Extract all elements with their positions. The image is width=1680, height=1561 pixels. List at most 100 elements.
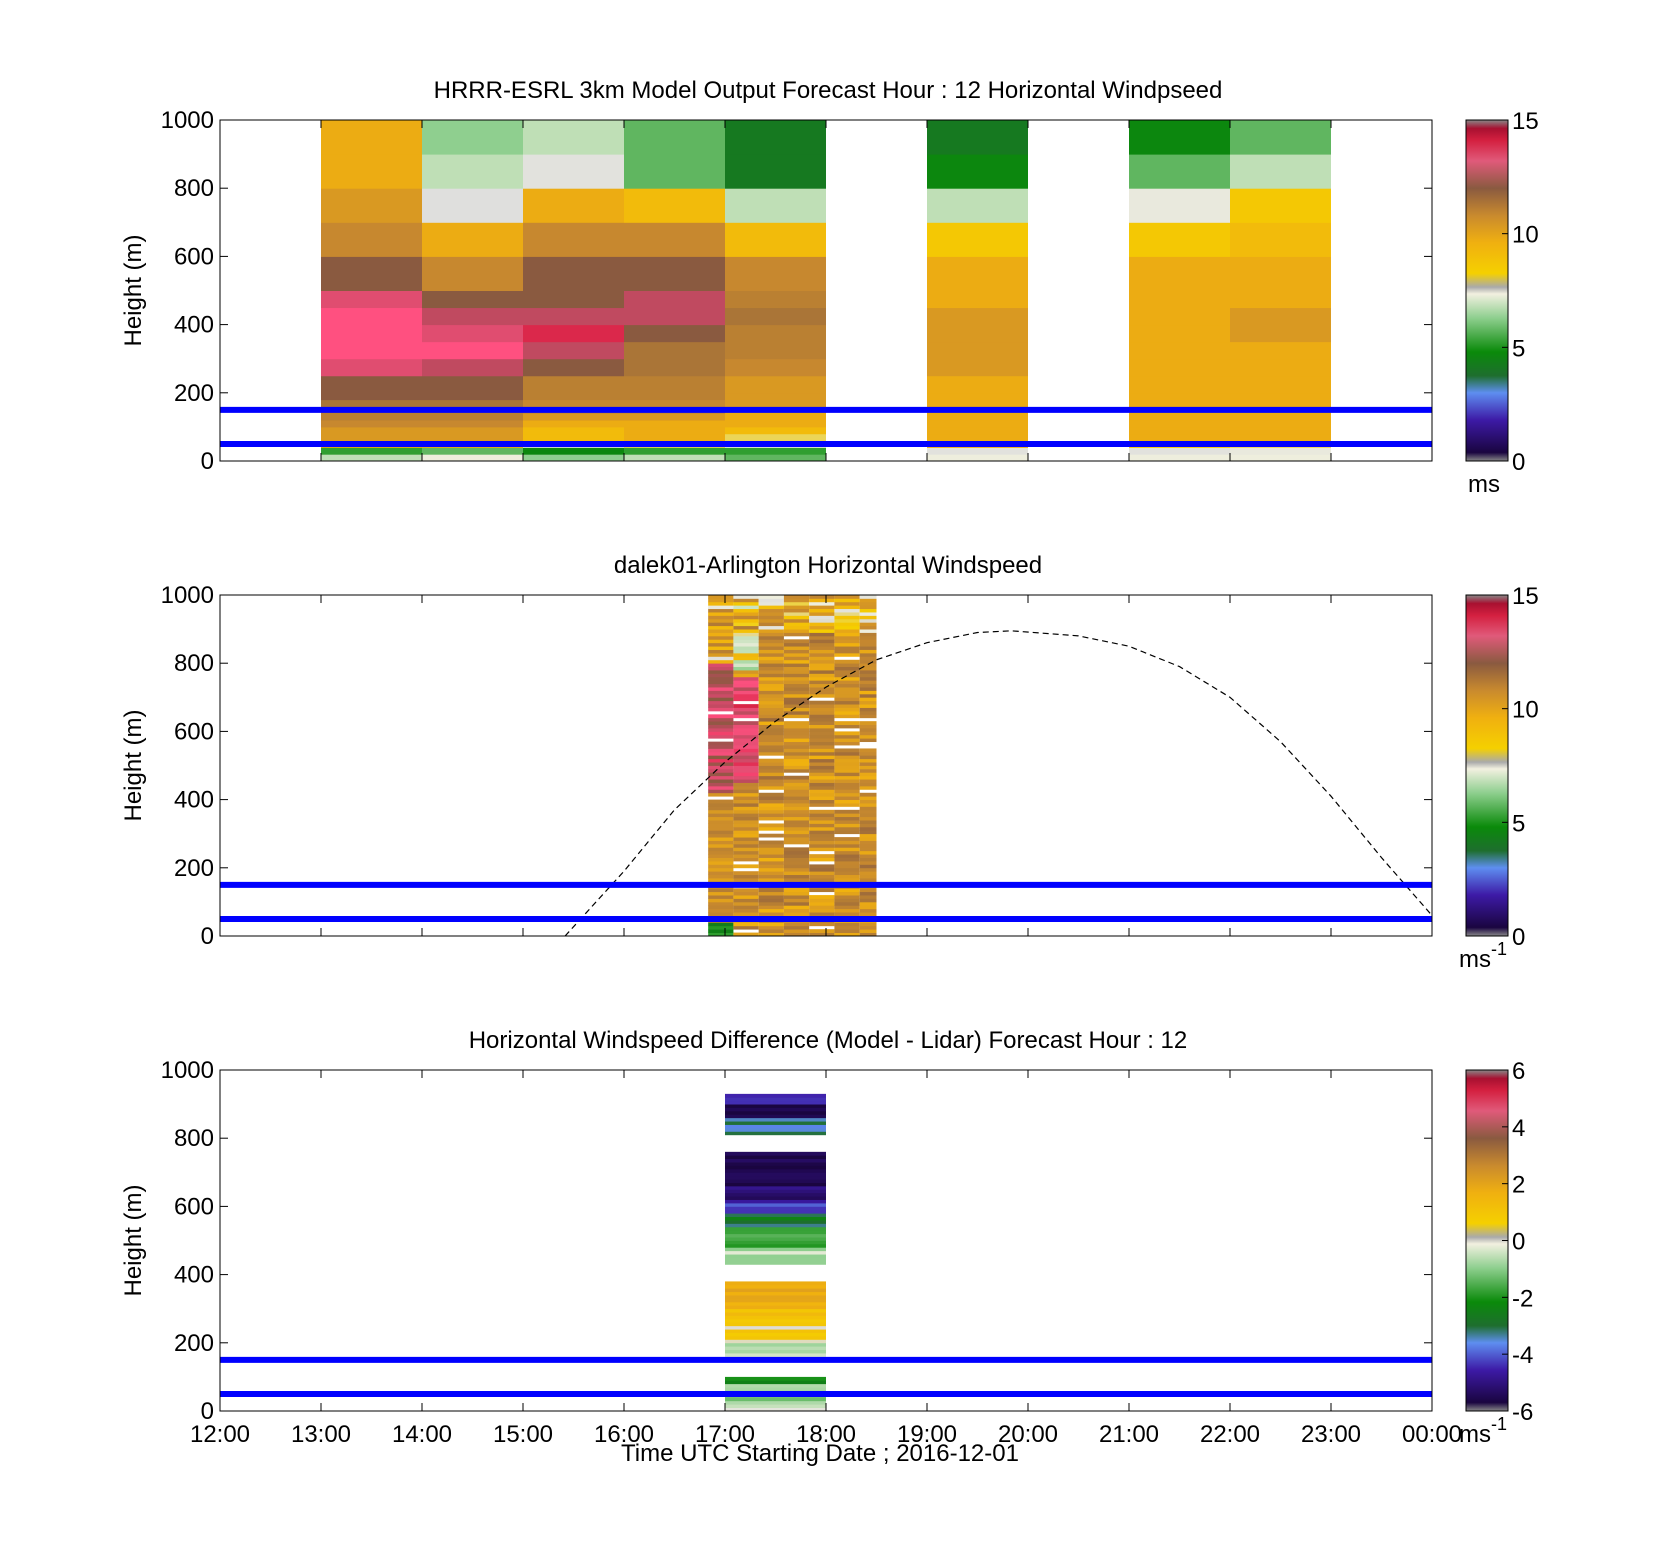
lidar-cell [733,922,759,927]
heatmap-cell [1230,188,1331,223]
difference-cell [725,1104,826,1108]
lidar-cell [733,595,759,599]
lidar-cell [758,860,784,865]
heatmap-cell [422,433,523,442]
heatmap-cell [422,420,523,428]
lidar-cell [758,823,784,828]
lidar-cell [708,652,734,657]
lidar-cell [809,762,835,766]
lidar-cell [733,741,759,746]
heatmap-cell [1230,154,1331,189]
colorbar-tick-label: -6 [1512,1399,1533,1426]
heatmap-cell [927,447,1028,455]
x-tick-label: 22:00 [1200,1421,1260,1448]
lidar-cell [834,670,860,674]
model-windspeed-panel: 0 200 400 600 800 1000 HRRR-ESRL 3km Model Out… [120,77,1539,498]
x-tick-label: 12:00 [190,1421,250,1448]
lidar-cell [859,727,877,732]
difference-cell [725,1404,826,1408]
lidar-cell [834,830,860,835]
lidar-cell [859,608,877,613]
difference-cell [725,1312,826,1316]
heatmap-cell [523,222,624,257]
difference-cell [725,1131,826,1136]
lidar-cell [758,687,784,691]
lidar-cell [783,803,810,807]
heatmap-cell [321,120,422,155]
lidar-cell [809,717,835,722]
lidar-cell [834,707,860,712]
lidar-cell [809,803,835,807]
heatmap-cell [523,188,624,223]
x-tick-label: 13:00 [291,1421,351,1448]
lidar-cell [834,840,860,845]
lidar-cell [809,912,835,916]
lidar-cell [708,857,734,862]
lidar-cell [783,779,810,783]
heatmap-cell [1129,307,1230,326]
difference-cell [725,1124,826,1129]
lidar-cell [758,704,784,708]
lidar-cell [708,833,734,838]
lidar-cell [708,867,734,872]
heatmap-cell [422,222,523,257]
lidar-cell [809,666,835,671]
lidar-cell [859,806,877,811]
lidar-cell [733,908,759,913]
lidar-cell [708,871,734,876]
lidar-cell [758,707,784,712]
lidar-cell [859,721,877,725]
colorbar-unit: ms-1 [1459,939,1507,973]
heatmap-cell [321,188,422,223]
lidar-cell [859,864,877,869]
lidar-cell [809,683,835,688]
lidar-cell [834,888,860,893]
heatmap-cell [1230,256,1331,291]
lidar-cell [859,748,877,753]
lidar-cell [783,608,810,613]
lidar-cell [733,697,759,702]
lidar-cell [859,860,877,865]
y-tick-label: 800 [174,1125,214,1152]
lidar-cell [783,598,810,603]
lidar-cell [708,629,734,633]
difference-cell [725,1305,826,1310]
lidar-cell [758,826,784,831]
heatmap-cell [422,341,523,360]
lidar-cell [859,625,877,630]
difference-cell [725,1332,826,1337]
lidar-cell [783,806,810,811]
lidar-cell [708,932,734,936]
colorbar: 0 5 10 15 ms [1465,108,1539,498]
lidar-cell [783,857,810,862]
heatmap-cell [624,154,725,189]
lidar-cell [733,789,759,794]
lidar-cell [708,717,734,722]
lidar-cell [834,932,860,936]
lidar-cell [783,663,810,668]
lidar-cell [809,632,835,637]
lidar-cell [708,830,734,835]
lidar-cell [733,768,759,773]
lidar-cell [783,700,810,705]
lidar-cell [758,864,784,869]
heatmap-cell [422,290,523,309]
lidar-cell [859,922,877,927]
panel-title: HRRR-ESRL 3km Model Output Forecast Hour… [434,77,1223,104]
lidar-cell [809,608,835,613]
lidar-cell [783,714,810,719]
lidar-cell [859,895,877,899]
lidar-cell [859,673,877,678]
lidar-cell [733,670,759,674]
lidar-cell [733,796,759,800]
lidar-cell [758,649,784,654]
lidar-cell [834,871,860,876]
lidar-cell [758,632,784,637]
heatmap-cell [927,222,1028,257]
lidar-cell [809,618,835,623]
y-tick-label: 200 [174,1330,214,1357]
lidar-cell [733,625,759,630]
lidar-cell [859,898,877,903]
lidar-cell [859,697,877,702]
lidar-cell [859,734,877,739]
